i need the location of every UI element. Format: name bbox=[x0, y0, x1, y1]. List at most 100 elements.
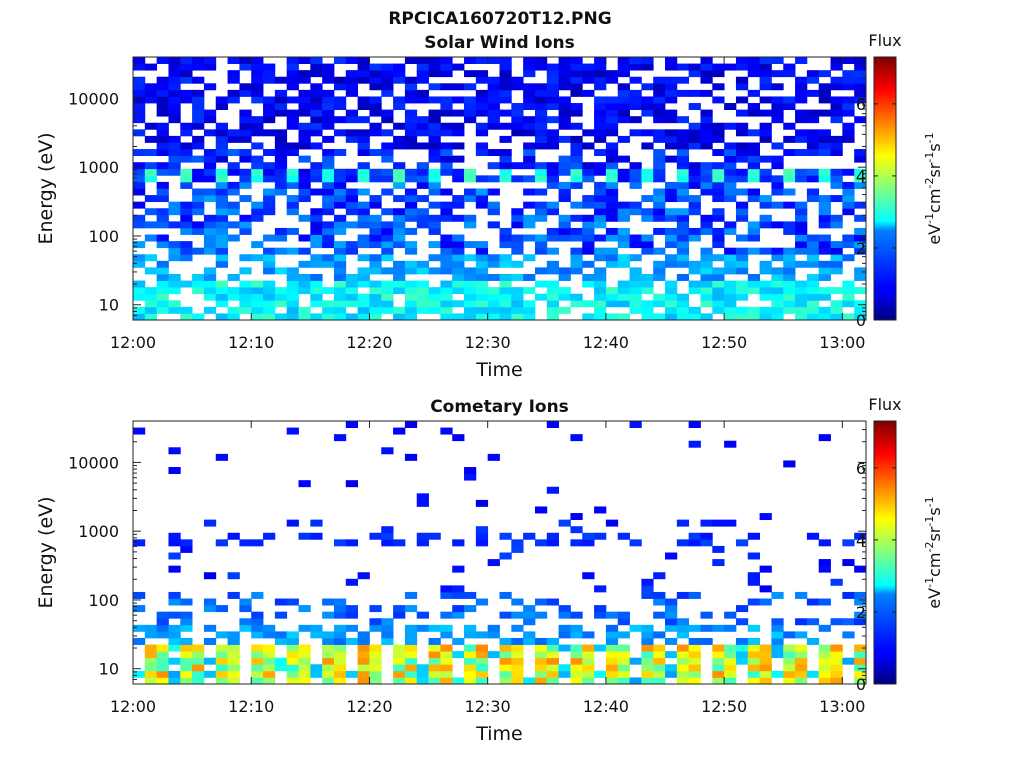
spectrogram-cell bbox=[369, 267, 382, 275]
spectrogram-cell bbox=[464, 651, 477, 659]
spectrogram-cell bbox=[747, 149, 760, 157]
spectrogram-cell bbox=[700, 280, 713, 288]
spectrogram-cell bbox=[735, 201, 749, 209]
spectrogram-cell bbox=[676, 618, 690, 626]
spectrogram-cell bbox=[759, 287, 772, 295]
spectrogram-cell bbox=[783, 96, 796, 104]
spectrogram-cell bbox=[830, 214, 843, 222]
spectrogram-cell bbox=[806, 76, 820, 84]
spectrogram-cell bbox=[771, 631, 784, 639]
spectrogram-cell bbox=[428, 181, 441, 189]
spectrogram-cell bbox=[416, 162, 429, 170]
spectrogram-cell bbox=[783, 254, 796, 262]
spectrogram-cell bbox=[357, 63, 370, 71]
spectrogram-cell bbox=[747, 70, 760, 78]
spectrogram-cell bbox=[783, 122, 796, 130]
spectrogram-cell bbox=[582, 651, 595, 659]
spectrogram-cell bbox=[665, 181, 678, 189]
spectrogram-cell bbox=[795, 221, 808, 229]
spectrogram-cell bbox=[168, 565, 181, 573]
spectrogram-cell bbox=[558, 122, 571, 130]
spectrogram-cell bbox=[286, 631, 299, 639]
spectrogram-cell bbox=[263, 162, 276, 170]
spectrogram-cell bbox=[203, 598, 217, 606]
spectrogram-cell bbox=[523, 287, 536, 295]
spectrogram-cell bbox=[653, 155, 666, 163]
spectrogram-cell bbox=[156, 293, 169, 301]
spectrogram-cell bbox=[475, 89, 489, 97]
spectrogram-cell bbox=[369, 175, 382, 183]
spectrogram-cell bbox=[570, 149, 583, 157]
spectrogram-cell bbox=[416, 195, 429, 203]
spectrogram-cell bbox=[511, 313, 524, 321]
spectrogram-cell bbox=[759, 175, 772, 183]
spectrogram-cell bbox=[440, 142, 453, 150]
spectrogram-cell bbox=[783, 260, 796, 268]
spectrogram-cell bbox=[806, 142, 820, 150]
spectrogram-cell bbox=[180, 280, 193, 288]
spectrogram-cell bbox=[546, 598, 560, 606]
spectrogram-cell bbox=[558, 195, 571, 203]
spectrogram-cell bbox=[440, 57, 453, 64]
spectrogram-cell bbox=[464, 188, 477, 196]
spectrogram-cell bbox=[617, 241, 630, 249]
spectrogram-cell bbox=[333, 260, 347, 268]
spectrogram-cell bbox=[452, 254, 465, 262]
spectrogram-cell bbox=[227, 234, 240, 242]
spectrogram-cell bbox=[818, 598, 831, 606]
spectrogram-cell bbox=[795, 293, 808, 301]
spectrogram-cell bbox=[700, 519, 713, 527]
spectrogram-cell bbox=[369, 241, 382, 249]
spectrogram-cell bbox=[676, 149, 690, 157]
spectrogram-cell bbox=[393, 267, 406, 275]
spectrogram-cell bbox=[133, 175, 146, 183]
spectrogram-cell bbox=[582, 241, 595, 249]
spectrogram-cell bbox=[215, 287, 228, 295]
spectrogram-cell bbox=[345, 195, 359, 203]
spectrogram-cell bbox=[534, 644, 548, 652]
spectrogram-cell bbox=[629, 241, 642, 249]
spectrogram-cell bbox=[570, 526, 583, 534]
spectrogram-cell bbox=[653, 135, 666, 143]
spectrogram-cell bbox=[369, 664, 382, 672]
spectrogram-cell bbox=[582, 162, 595, 170]
spectrogram-cell bbox=[830, 670, 843, 678]
spectrogram-cell bbox=[795, 214, 808, 222]
spectrogram-cell bbox=[180, 539, 193, 547]
spectrogram-cell bbox=[712, 83, 725, 91]
spectrogram-cell bbox=[452, 195, 465, 203]
spectrogram-cell bbox=[511, 545, 524, 553]
spectrogram-cell bbox=[251, 254, 264, 262]
spectrogram-cell bbox=[511, 241, 524, 249]
spectrogram-cells bbox=[133, 421, 867, 685]
spectrogram-cell bbox=[653, 657, 666, 665]
spectrogram-cell bbox=[653, 109, 666, 117]
spectrogram-cell bbox=[511, 83, 524, 91]
spectrogram-cell bbox=[192, 188, 205, 196]
spectrogram-cell bbox=[665, 254, 678, 262]
spectrogram-cell bbox=[747, 221, 760, 229]
spectrogram-cell bbox=[570, 234, 583, 242]
spectrogram-cell bbox=[227, 293, 240, 301]
spectrogram-cell bbox=[168, 208, 181, 216]
spectrogram-cell bbox=[676, 644, 690, 652]
spectrogram-cell bbox=[215, 670, 228, 678]
spectrogram-cell bbox=[144, 293, 158, 301]
spectrogram-cell bbox=[133, 241, 146, 249]
spectrogram-cell bbox=[239, 624, 252, 632]
spectrogram-cell bbox=[168, 201, 181, 209]
spectrogram-cell bbox=[771, 221, 784, 229]
spectrogram-cell bbox=[546, 175, 560, 183]
spectrogram-cell bbox=[215, 300, 228, 308]
spectrogram-cell bbox=[759, 657, 772, 665]
spectrogram-cell bbox=[594, 585, 607, 593]
spectrogram-cell bbox=[310, 175, 323, 183]
spectrogram-cell bbox=[475, 247, 489, 255]
spectrogram-cell bbox=[345, 300, 359, 308]
spectrogram-cell bbox=[381, 306, 394, 314]
spectrogram-cell bbox=[227, 96, 240, 104]
spectrogram-cell bbox=[180, 57, 193, 64]
spectrogram-cell bbox=[747, 280, 760, 288]
spectrogram-cell bbox=[582, 129, 595, 137]
spectrogram-cell bbox=[333, 247, 347, 255]
